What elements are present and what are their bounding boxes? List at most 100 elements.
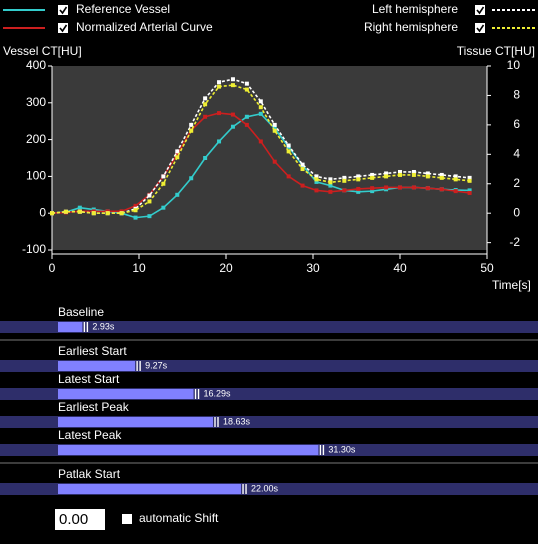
point bbox=[453, 174, 458, 179]
slider-track[interactable] bbox=[0, 321, 538, 333]
y2-tick-label: 10 bbox=[507, 58, 521, 72]
point bbox=[147, 193, 152, 198]
point bbox=[189, 128, 194, 133]
y2-tick-label: 0 bbox=[513, 205, 520, 219]
point bbox=[161, 205, 166, 210]
x-tick-label: 20 bbox=[219, 261, 233, 275]
slider-label: Earliest Peak bbox=[58, 400, 130, 414]
point bbox=[161, 174, 166, 179]
point bbox=[175, 152, 180, 157]
slider-fill bbox=[58, 484, 242, 494]
point bbox=[203, 102, 208, 107]
legend-label: Right hemisphere bbox=[364, 20, 458, 34]
point bbox=[314, 188, 319, 193]
point bbox=[286, 149, 291, 154]
point bbox=[314, 179, 319, 184]
point bbox=[425, 186, 430, 191]
slider-value: 18.63s bbox=[223, 416, 251, 426]
legend-checkbox[interactable] bbox=[58, 23, 68, 33]
point bbox=[244, 122, 249, 127]
plot-area bbox=[52, 66, 487, 250]
point bbox=[342, 175, 347, 180]
y-tick-label: 200 bbox=[26, 132, 46, 146]
point bbox=[439, 187, 444, 192]
point bbox=[91, 211, 96, 216]
legend-label: Reference Vessel bbox=[76, 2, 170, 16]
legend-label: Normalized Arterial Curve bbox=[76, 20, 213, 34]
y2-tick-label: 2 bbox=[513, 176, 520, 190]
slider-label: Latest Peak bbox=[58, 428, 122, 442]
point bbox=[161, 181, 166, 186]
point bbox=[467, 175, 472, 180]
point bbox=[342, 188, 347, 193]
point bbox=[175, 192, 180, 197]
point bbox=[258, 99, 263, 104]
x-tick-label: 10 bbox=[132, 261, 146, 275]
point bbox=[203, 156, 208, 160]
point bbox=[230, 77, 235, 82]
point bbox=[356, 186, 361, 191]
legend-checkbox[interactable] bbox=[475, 23, 485, 33]
point bbox=[175, 149, 180, 154]
y-tick-label: 100 bbox=[26, 169, 46, 183]
shift-value: 0.00 bbox=[59, 511, 88, 528]
point bbox=[189, 176, 194, 181]
y-tick-label: 400 bbox=[26, 58, 46, 72]
legend-checkbox[interactable] bbox=[58, 5, 68, 15]
point bbox=[105, 211, 110, 216]
point bbox=[398, 169, 402, 174]
point bbox=[467, 188, 472, 193]
point bbox=[411, 169, 416, 174]
slider-value: 31.30s bbox=[328, 444, 356, 454]
y-axis-label: Vessel CT[HU] bbox=[3, 44, 82, 58]
slider-label: Patlak Start bbox=[58, 467, 121, 481]
auto-shift-label: automatic Shift bbox=[139, 511, 219, 525]
point bbox=[356, 174, 361, 179]
point bbox=[77, 209, 82, 214]
slider-value: 22.00s bbox=[251, 483, 279, 493]
check-mark bbox=[476, 6, 485, 15]
point bbox=[411, 185, 416, 190]
x-tick-label: 40 bbox=[393, 261, 407, 275]
point bbox=[411, 172, 416, 177]
point bbox=[77, 205, 82, 210]
point bbox=[286, 174, 291, 179]
slider-fill bbox=[58, 417, 214, 427]
y2-tick-label: 4 bbox=[513, 146, 520, 160]
point bbox=[258, 105, 263, 110]
point bbox=[398, 185, 402, 190]
point bbox=[50, 211, 54, 216]
point bbox=[328, 180, 333, 185]
point bbox=[272, 159, 277, 164]
point bbox=[314, 174, 319, 179]
point bbox=[258, 139, 263, 144]
y2-tick-label: 8 bbox=[513, 88, 520, 102]
point bbox=[147, 214, 152, 219]
point bbox=[203, 96, 208, 101]
point bbox=[300, 162, 305, 167]
point bbox=[370, 175, 375, 180]
point bbox=[384, 174, 389, 179]
y-tick-label: 300 bbox=[26, 95, 46, 109]
point bbox=[272, 128, 277, 133]
slider-fill bbox=[58, 445, 319, 455]
check-mark bbox=[59, 6, 68, 15]
point bbox=[217, 111, 222, 116]
x-tick-label: 50 bbox=[480, 261, 494, 275]
slider-label: Baseline bbox=[58, 305, 104, 319]
check-mark bbox=[476, 24, 485, 33]
point bbox=[230, 124, 235, 129]
point bbox=[453, 177, 458, 182]
check-mark bbox=[59, 24, 68, 33]
point bbox=[300, 183, 305, 188]
shift-input[interactable] bbox=[55, 509, 105, 530]
point bbox=[217, 80, 222, 85]
slider-label: Latest Start bbox=[58, 372, 120, 386]
auto-shift-checkbox[interactable] bbox=[122, 514, 132, 524]
legend-checkbox[interactable] bbox=[475, 5, 485, 15]
slider-fill bbox=[58, 389, 194, 399]
point bbox=[147, 199, 152, 204]
point bbox=[119, 211, 124, 216]
point bbox=[384, 171, 389, 176]
